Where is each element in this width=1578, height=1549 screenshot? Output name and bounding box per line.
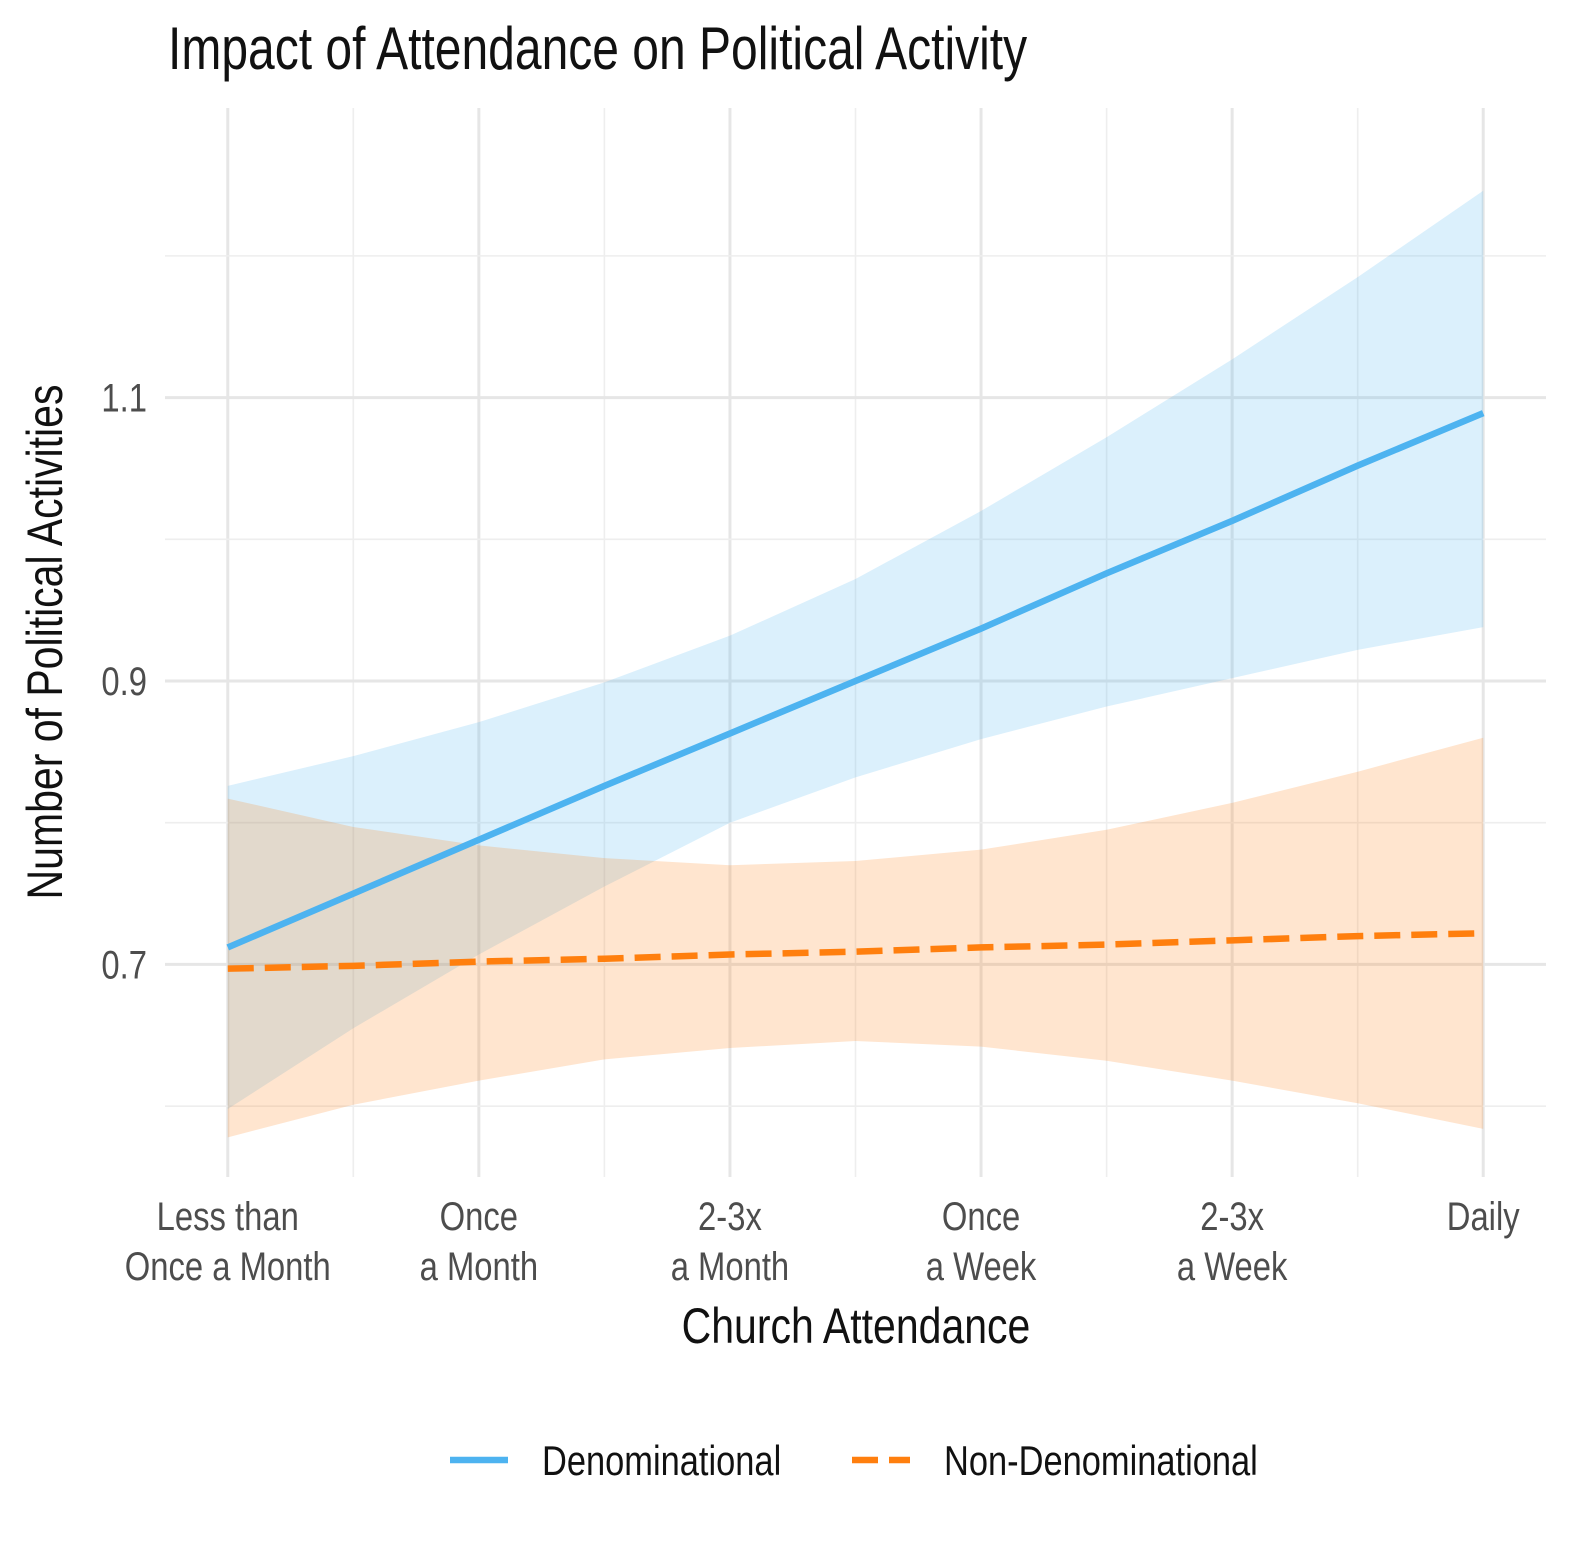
legend: Denominational Non-Denominational — [450, 1438, 1258, 1485]
x-tick-label: Once a Month — [420, 1194, 538, 1289]
x-tick-label: Less than Once a Month — [125, 1194, 331, 1289]
y-tick-label: 1.1 — [101, 376, 147, 421]
confidence-bands — [227, 190, 1484, 1138]
confidence-band — [227, 737, 1484, 1138]
x-tick-label: 2-3x a Week — [1177, 1194, 1288, 1289]
legend-label: Non-Denominational — [944, 1438, 1258, 1485]
x-tick-label: Once a Week — [926, 1194, 1037, 1289]
series-line — [227, 930, 1484, 972]
series-lines — [226, 410, 1485, 972]
x-tick-label: Daily — [1447, 1194, 1521, 1239]
series-line — [226, 410, 1485, 951]
y-tick-label: 0.7 — [101, 942, 147, 987]
y-tick-label: 0.9 — [101, 659, 147, 704]
y-axis-title: Number of Political Activities — [17, 385, 73, 900]
chart-title: Impact of Attendance on Political Activi… — [168, 15, 1028, 82]
x-tick-label: 2-3x a Month — [671, 1194, 789, 1289]
confidence-band — [227, 190, 1484, 1109]
x-tick-labels: Less than Once a Month Once a Month 2-3x a Mo… — [125, 1194, 1521, 1289]
x-axis-title: Church Attendance — [682, 1298, 1031, 1354]
y-tick-labels: 0.7 0.9 1.1 — [101, 376, 147, 988]
legend-label: Denominational — [542, 1438, 781, 1485]
